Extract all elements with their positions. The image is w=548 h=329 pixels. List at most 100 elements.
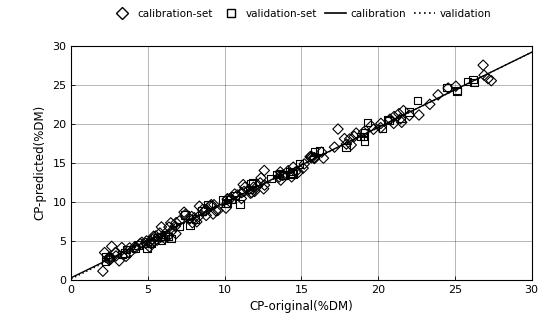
Point bbox=[244, 187, 253, 192]
Point bbox=[350, 134, 359, 139]
Point bbox=[105, 255, 113, 260]
Point bbox=[397, 116, 406, 121]
Point bbox=[306, 154, 315, 159]
Point bbox=[453, 88, 461, 93]
X-axis label: CP-original(%DM): CP-original(%DM) bbox=[249, 300, 353, 313]
Point bbox=[345, 136, 354, 141]
Point bbox=[360, 130, 369, 135]
Point bbox=[279, 173, 288, 178]
Point bbox=[250, 189, 259, 194]
Point bbox=[223, 196, 232, 201]
Point bbox=[122, 247, 131, 252]
Point bbox=[175, 218, 184, 223]
Point bbox=[147, 241, 156, 246]
Point bbox=[138, 240, 146, 245]
Point bbox=[291, 169, 300, 175]
Point bbox=[287, 174, 296, 180]
Point bbox=[130, 244, 139, 250]
Point bbox=[209, 211, 218, 216]
Point bbox=[195, 204, 204, 209]
Point bbox=[278, 173, 287, 178]
Point bbox=[157, 224, 166, 230]
Point bbox=[307, 155, 316, 161]
Point bbox=[106, 255, 115, 260]
Point bbox=[153, 235, 162, 240]
Point bbox=[151, 233, 160, 239]
Point bbox=[206, 203, 215, 208]
Point bbox=[310, 149, 319, 155]
Point bbox=[101, 254, 110, 259]
Point bbox=[131, 246, 140, 251]
Point bbox=[340, 136, 349, 141]
Point bbox=[167, 220, 175, 225]
Point bbox=[241, 185, 249, 190]
Point bbox=[101, 259, 110, 264]
Point bbox=[175, 223, 184, 229]
Point bbox=[294, 170, 303, 175]
Point bbox=[315, 148, 324, 153]
Point bbox=[334, 126, 342, 132]
Point bbox=[188, 220, 197, 225]
Point bbox=[359, 134, 368, 139]
Point bbox=[405, 113, 414, 118]
Point bbox=[172, 231, 180, 236]
Point bbox=[167, 229, 176, 234]
Point bbox=[295, 162, 304, 167]
Point bbox=[105, 257, 113, 263]
Point bbox=[484, 76, 493, 81]
Point bbox=[267, 176, 276, 181]
Point bbox=[118, 252, 127, 257]
Point bbox=[310, 156, 319, 161]
Point bbox=[192, 219, 201, 224]
Point bbox=[161, 232, 170, 237]
Point bbox=[469, 77, 477, 82]
Point bbox=[307, 154, 316, 159]
Point bbox=[276, 169, 285, 175]
Point bbox=[288, 170, 296, 176]
Point bbox=[99, 268, 107, 274]
Point bbox=[253, 184, 262, 189]
Point bbox=[164, 233, 173, 239]
Point bbox=[386, 116, 395, 122]
Point bbox=[369, 127, 378, 132]
Point bbox=[150, 239, 159, 244]
Point bbox=[330, 144, 339, 150]
Point bbox=[100, 250, 109, 255]
Point bbox=[136, 241, 145, 246]
Point bbox=[479, 63, 488, 68]
Point bbox=[231, 192, 239, 198]
Point bbox=[404, 109, 413, 114]
Point bbox=[190, 215, 199, 220]
Point bbox=[146, 241, 155, 246]
Point bbox=[185, 223, 194, 228]
Point bbox=[237, 190, 246, 195]
Point bbox=[247, 181, 255, 186]
Point bbox=[395, 111, 403, 116]
Point bbox=[142, 246, 151, 251]
Point bbox=[414, 112, 423, 117]
Point bbox=[122, 254, 130, 259]
Point bbox=[202, 207, 210, 212]
Point bbox=[260, 168, 269, 173]
Point bbox=[218, 197, 227, 203]
Point bbox=[317, 150, 326, 155]
Point bbox=[202, 213, 210, 218]
Point bbox=[383, 116, 392, 122]
Point bbox=[453, 89, 461, 94]
Point bbox=[164, 234, 173, 239]
Point bbox=[221, 206, 230, 211]
Point bbox=[153, 238, 162, 243]
Point bbox=[157, 238, 165, 243]
Point bbox=[107, 244, 116, 249]
Point bbox=[111, 250, 119, 255]
Point bbox=[310, 155, 319, 161]
Point bbox=[425, 102, 434, 107]
Point bbox=[125, 245, 134, 251]
Point bbox=[212, 208, 220, 213]
Point bbox=[248, 180, 256, 186]
Point bbox=[276, 177, 285, 183]
Point bbox=[352, 131, 361, 136]
Point bbox=[278, 173, 287, 178]
Point bbox=[164, 224, 173, 230]
Point bbox=[390, 121, 398, 126]
